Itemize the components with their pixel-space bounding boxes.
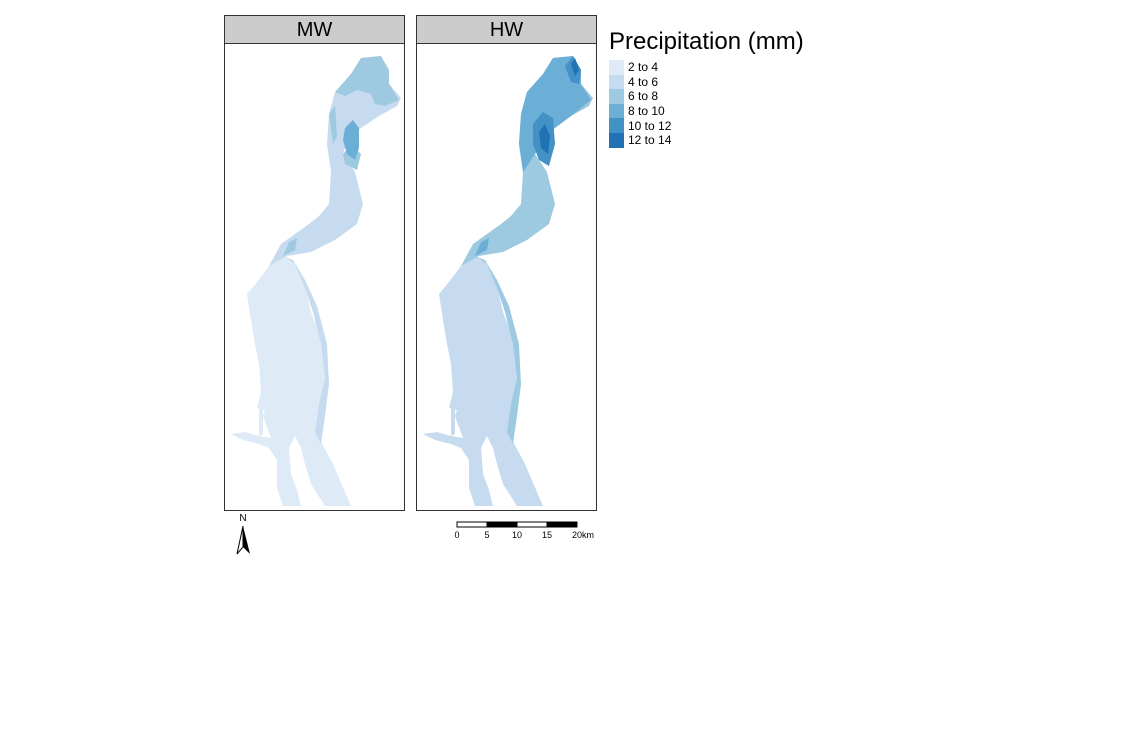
precip-map-mw	[231, 56, 401, 506]
map-panel-hw: HW	[416, 15, 597, 511]
north-arrow: N	[236, 514, 256, 556]
legend-label: 6 to 8	[628, 89, 659, 104]
legend-item: 6 to 8	[609, 89, 804, 104]
scale-bar-graphic	[456, 521, 578, 528]
region-base-mw	[269, 56, 401, 444]
map-panel-mw: MW	[224, 15, 405, 511]
legend: Precipitation (mm) 2 to 4 4 to 6 6 to 8 …	[609, 28, 804, 148]
legend-swatch	[609, 60, 624, 75]
scale-tick-label: 0	[454, 530, 460, 540]
legend-swatch	[609, 118, 624, 133]
north-label: N	[239, 513, 247, 524]
scale-tick-label: 15	[541, 530, 553, 540]
region-south-mw	[231, 256, 351, 506]
legend-swatch	[609, 89, 624, 104]
region-peak-hw	[539, 58, 579, 154]
legend-label: 4 to 6	[628, 74, 659, 89]
legend-item: 2 to 4	[609, 60, 804, 75]
legend-title: Precipitation (mm)	[609, 28, 804, 55]
legend-item: 4 to 6	[609, 74, 804, 90]
panel-title-hw: HW	[417, 16, 596, 44]
scale-tick-label: 20km	[571, 530, 595, 540]
legend-swatch	[609, 74, 624, 90]
legend-item: 12 to 14	[609, 132, 804, 148]
legend-swatch	[609, 132, 624, 148]
panel-title-mw: MW	[225, 16, 404, 44]
legend-label: 8 to 10	[628, 104, 665, 119]
legend-items: 2 to 4 4 to 6 6 to 8 8 to 10 10 to 12 12…	[609, 60, 804, 148]
scale-tick-label: 5	[484, 530, 490, 540]
north-arrow-icon	[236, 525, 250, 555]
legend-label: 10 to 12	[628, 118, 672, 133]
legend-label: 2 to 4	[628, 60, 659, 75]
legend-item: 10 to 12	[609, 118, 804, 133]
scale-tick-label: 10	[511, 530, 523, 540]
legend-label: 12 to 14	[628, 133, 672, 148]
scale-bar: 0 5 10 15 20km	[450, 520, 600, 542]
region-peak-mw	[349, 128, 357, 152]
precip-map-hw	[423, 56, 593, 506]
region-south-hw	[423, 256, 543, 506]
legend-item: 8 to 10	[609, 103, 804, 119]
legend-swatch	[609, 103, 624, 119]
